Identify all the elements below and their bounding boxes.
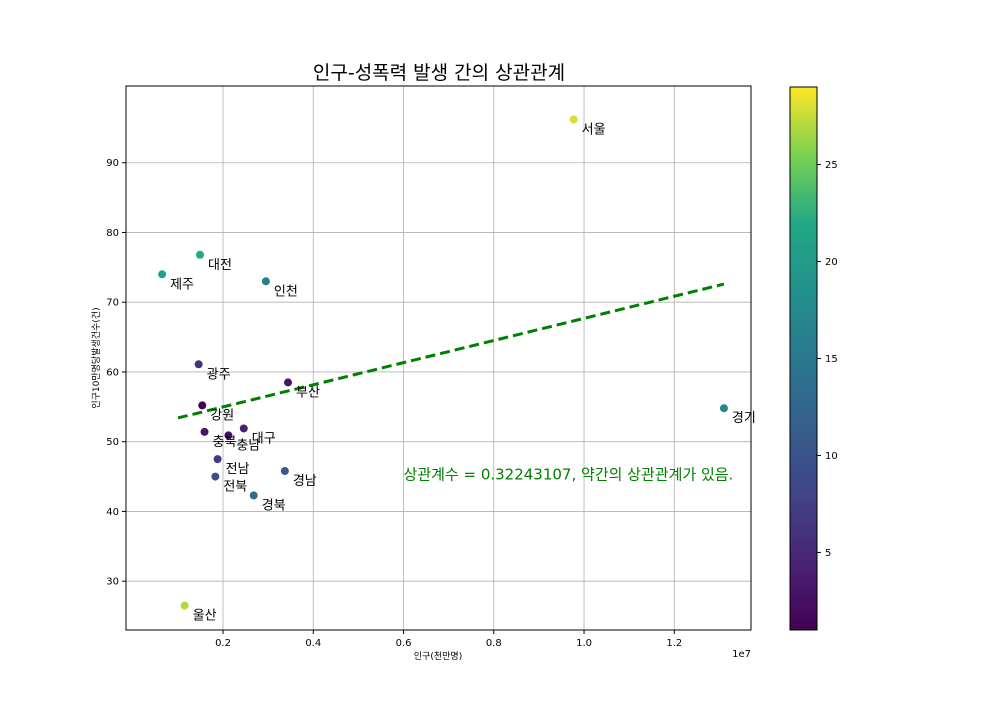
point-label: 경남 [293,474,317,489]
colorbar-tick-label: 10 [825,451,838,462]
x-axis-label: 인구(천만명) [414,651,462,662]
data-point [719,404,728,413]
point-label: 대전 [208,258,232,273]
y-tick-label: 60 [106,367,119,378]
point-label: 충남 [236,438,260,453]
x-tick-label: 1.2 [666,638,682,649]
y-tick-label: 50 [106,437,119,448]
point-label: 전북 [223,480,247,495]
trendline-layer [177,282,725,420]
chart-title: 인구-성폭력 발생 간의 상관관계 [313,62,565,84]
data-point [249,491,258,500]
point-label: 울산 [193,609,217,624]
colorbar [789,86,818,631]
correlation-annotation: 상관계수 = 0.32243107, 약간의 상관관계가 있음. [404,465,734,483]
x-tick-label: 0.2 [215,638,231,649]
data-point [213,455,222,464]
data-point [239,424,248,433]
data-point [569,115,578,124]
points-layer [158,115,728,610]
y-tick-label: 70 [106,298,119,309]
data-point [198,401,207,410]
data-point [196,250,205,259]
data-point [180,601,189,610]
point-label: 대구 [252,431,276,446]
point-label: 서울 [582,122,606,137]
colorbar-tick-label: 25 [825,160,838,171]
colorbar-tick-label: 5 [825,548,831,559]
point-label: 인천 [274,284,298,299]
data-point [200,427,209,436]
x-tick-label: 0.6 [396,638,412,649]
y-tick-label: 40 [106,507,119,518]
y-tick-label: 90 [106,158,119,169]
y-tick-label: 80 [106,228,119,239]
point-label: 부산 [296,385,320,400]
x-offset-label: 1e7 [732,649,751,660]
colorbar-ticks: 5 10 15 20 25 [817,160,838,559]
data-point [224,431,233,440]
data-point [280,466,289,475]
y-tick-label: 30 [106,577,119,588]
data-point [284,378,293,387]
plot-area-frame [125,85,752,631]
trendline [177,282,725,420]
point-label: 광주 [207,367,231,382]
x-tick-label: 0.4 [305,638,321,649]
y-axis-label: 인구10만명당발생건수(건) [91,307,102,408]
colorbar-tick-label: 15 [825,354,838,365]
colorbar-tick-label: 20 [825,257,838,268]
x-axis-ticks: 0.2 0.4 0.6 0.8 1.0 1.2 [215,630,682,649]
grid [126,86,751,630]
point-label: 경기 [732,411,756,426]
data-point [158,270,167,279]
x-tick-label: 0.8 [486,638,502,649]
data-point [194,360,203,369]
point-label: 제주 [170,277,194,292]
point-label: 강원 [210,408,234,423]
x-tick-label: 1.0 [576,638,592,649]
point-label: 충북 [213,435,237,450]
y-axis-ticks: 30 40 50 60 70 80 90 [106,158,126,588]
data-point [261,277,270,286]
point-label: 전남 [226,462,250,477]
data-point [211,472,220,481]
point-label: 경북 [262,498,286,513]
